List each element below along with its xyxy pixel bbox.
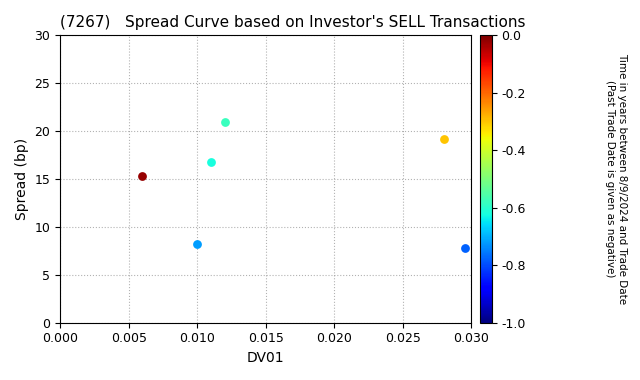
Point: [138, 173, 148, 179]
Point: [439, 136, 449, 142]
X-axis label: DV01: DV01: [247, 351, 285, 365]
Point: [192, 241, 202, 247]
Y-axis label: Spread (bp): Spread (bp): [15, 138, 29, 220]
Text: (7267)   Spread Curve based on Investor's SELL Transactions: (7267) Spread Curve based on Investor's …: [60, 15, 525, 30]
Point: [220, 119, 230, 125]
Point: [460, 245, 470, 251]
Point: [206, 159, 216, 165]
Y-axis label: Time in years between 8/9/2024 and Trade Date
(Past Trade Date is given as negat: Time in years between 8/9/2024 and Trade…: [605, 54, 627, 305]
